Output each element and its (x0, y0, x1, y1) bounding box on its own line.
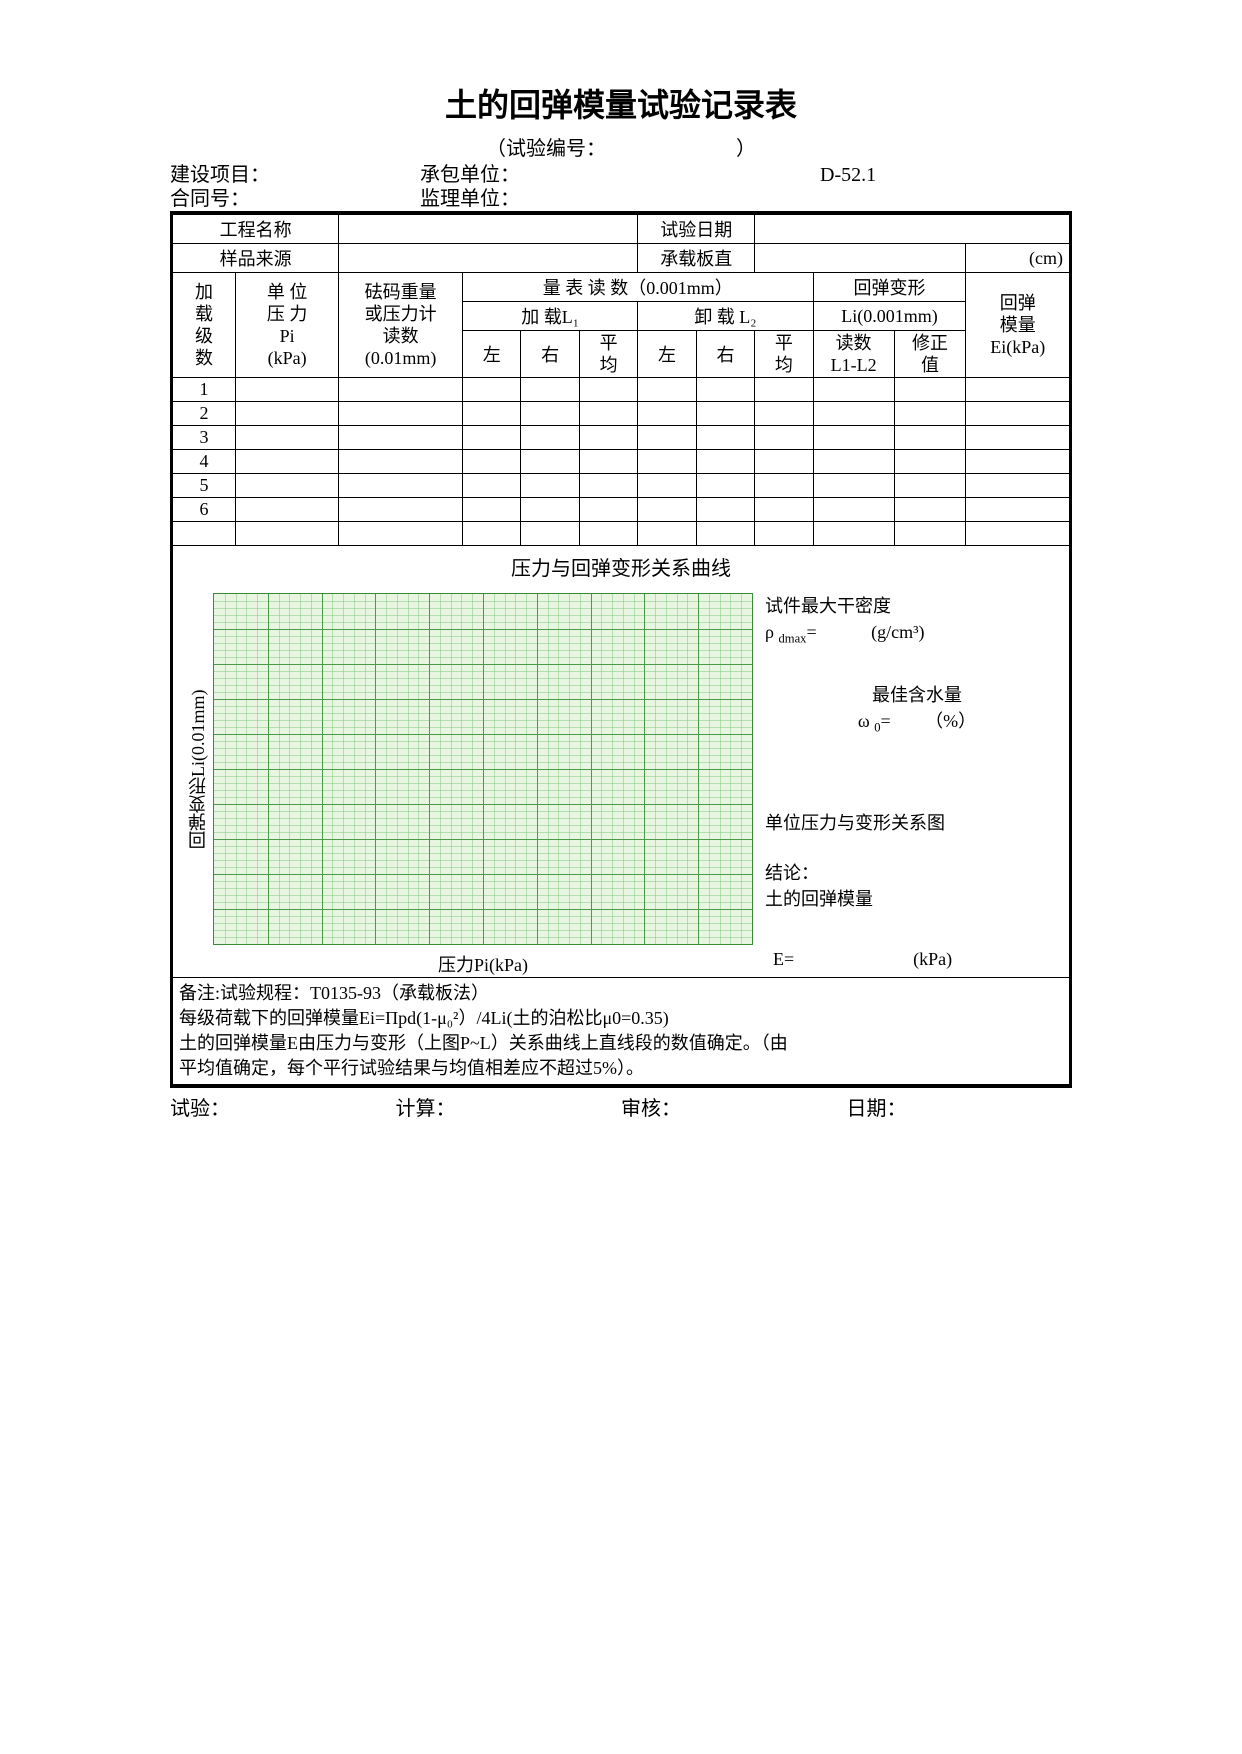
row-num: 3 (173, 426, 236, 450)
test-number-line: （试验编号： ） (170, 132, 1072, 161)
proj-name-value (339, 215, 638, 244)
l2-avg: 平均 (755, 331, 813, 378)
chart-cell: 压力与回弹变形关系曲线 回弹变形Li(0.01mm) 试件最大干密度 (173, 546, 1070, 978)
main-table: 工程名称 试验日期 样品来源 承载板直 (cm) 加载 级数 单 位压 力 Pi… (172, 214, 1070, 1085)
main-table-frame: 工程名称 试验日期 样品来源 承载板直 (cm) 加载 级数 单 位压 力 Pi… (170, 211, 1072, 1088)
chart-side-info: 试件最大干密度 ρ dmax= (g/cm³) 最佳含水量 ω 0= （%） (753, 593, 1069, 945)
row-num: 5 (173, 474, 236, 498)
note-line-3: 土的回弹模量E由压力与变形（上图P~L）关系曲线上直线段的数值确定。（由 (179, 1031, 1063, 1056)
row-num: 4 (173, 450, 236, 474)
plate-dia-label: 承载板直 (638, 244, 755, 273)
col-b-header: 单 位压 力 Pi(kPa) (235, 273, 338, 378)
corr-val: 修正值 (894, 331, 966, 378)
li-unit: Li(0.001mm) (813, 302, 966, 331)
form-code: D-52.1 (820, 163, 1072, 187)
meta-row-2: 合同号： 监理单位： (170, 187, 1072, 211)
table-row: 6 (173, 498, 1070, 522)
l1-left: 左 (462, 331, 520, 378)
info-row-1: 工程名称 试验日期 (173, 215, 1070, 244)
load-l1: 加 载L₁ (462, 302, 637, 331)
note-line-2: 每级荷载下的回弹模量Ei=Πpd(1-μ₀²）/4Li(土的泊松比μ0=0.35… (179, 1006, 1063, 1031)
omega-line: ω 0= （%） (765, 708, 1069, 741)
max-density-label: 试件最大干密度 (765, 593, 1069, 619)
note-line-1: 备注:试验规程：T0135-93（承载板法） (179, 981, 1063, 1006)
contract-label: 合同号： (170, 187, 420, 211)
unload-l2: 卸 载 L₂ (638, 302, 813, 331)
chart-title: 压力与回弹变形关系曲线 (173, 546, 1069, 593)
chart-xlabel: 压力Pi(kPa) (173, 949, 733, 977)
read-diff: 读数L1-L2 (813, 331, 894, 378)
footer-row: 试验： 计算： 审核： 日期： (170, 1088, 1072, 1121)
table-row: 3 (173, 426, 1070, 450)
l1-right: 右 (521, 331, 579, 378)
conclusion-text: 土的回弹模量 (765, 886, 1069, 912)
page-title: 土的回弹模量试验记录表 (170, 80, 1072, 126)
plate-dia-value (755, 244, 966, 273)
row-num: 1 (173, 378, 236, 402)
sample-src-value (339, 244, 638, 273)
footer-review: 审核： (621, 1092, 847, 1121)
project-label: 建设项目： (170, 163, 420, 187)
rebound-mod-header: 回弹模量 Ei(kPa) (966, 273, 1070, 378)
proj-name-label: 工程名称 (173, 215, 339, 244)
table-row: 1 (173, 378, 1070, 402)
header-row-1: 加载 级数 单 位压 力 Pi(kPa) 砝码重量或压力计 读数(0.01mm)… (173, 273, 1070, 302)
note-line-4: 平均值确定，每个平行试验结果与均值相差应不超过5%）。 (179, 1056, 1063, 1081)
conclusion-label: 结论： (765, 860, 1069, 886)
table-row: 5 (173, 474, 1070, 498)
contractor-label: 承包单位： (420, 163, 820, 187)
rel-label: 单位压力与变形关系图 (765, 810, 1069, 836)
subtitle-left: （试验编号： (486, 138, 606, 160)
row-num: 6 (173, 498, 236, 522)
meta-row-1: 建设项目： 承包单位： D-52.1 (170, 163, 1072, 187)
row-num: 2 (173, 402, 236, 426)
col-c-header: 砝码重量或压力计 读数(0.01mm) (339, 273, 463, 378)
opt-water-label: 最佳含水量 (765, 682, 1069, 708)
l1-avg: 平均 (579, 331, 637, 378)
chart-row: 压力与回弹变形关系曲线 回弹变形Li(0.01mm) 试件最大干密度 (173, 546, 1070, 978)
chart-grid (213, 593, 753, 945)
footer-calc: 计算： (396, 1092, 622, 1121)
notes-row: 备注:试验规程：T0135-93（承载板法） 每级荷载下的回弹模量Ei=Πpd(… (173, 978, 1070, 1085)
table-row: 4 (173, 450, 1070, 474)
table-row: 2 (173, 402, 1070, 426)
gauge-title: 量 表 读 数（0.001mm） (462, 273, 813, 302)
notes-cell: 备注:试验规程：T0135-93（承载板法） 每级荷载下的回弹模量Ei=Πpd(… (173, 978, 1070, 1085)
subtitle-right: ） (736, 138, 756, 160)
chart-ylabel: 回弹变形Li(0.01mm) (183, 593, 213, 945)
l2-right: 右 (696, 331, 754, 378)
l2-left: 左 (638, 331, 696, 378)
info-row-2: 样品来源 承载板直 (cm) (173, 244, 1070, 273)
table-row-blank (173, 522, 1070, 546)
e-line: E= (kPa) (733, 949, 1069, 977)
footer-date: 日期： (847, 1092, 1073, 1121)
rebound-def: 回弹变形 (813, 273, 966, 302)
unit-cm: (cm) (966, 244, 1070, 273)
footer-test: 试验： (170, 1092, 396, 1121)
sample-src-label: 样品来源 (173, 244, 339, 273)
test-date-value (755, 215, 1070, 244)
test-date-label: 试验日期 (638, 215, 755, 244)
col-a-header: 加载 级数 (173, 273, 236, 378)
supervisor-label: 监理单位： (420, 187, 820, 211)
rho-line: ρ dmax= (g/cm³) (765, 619, 1069, 652)
